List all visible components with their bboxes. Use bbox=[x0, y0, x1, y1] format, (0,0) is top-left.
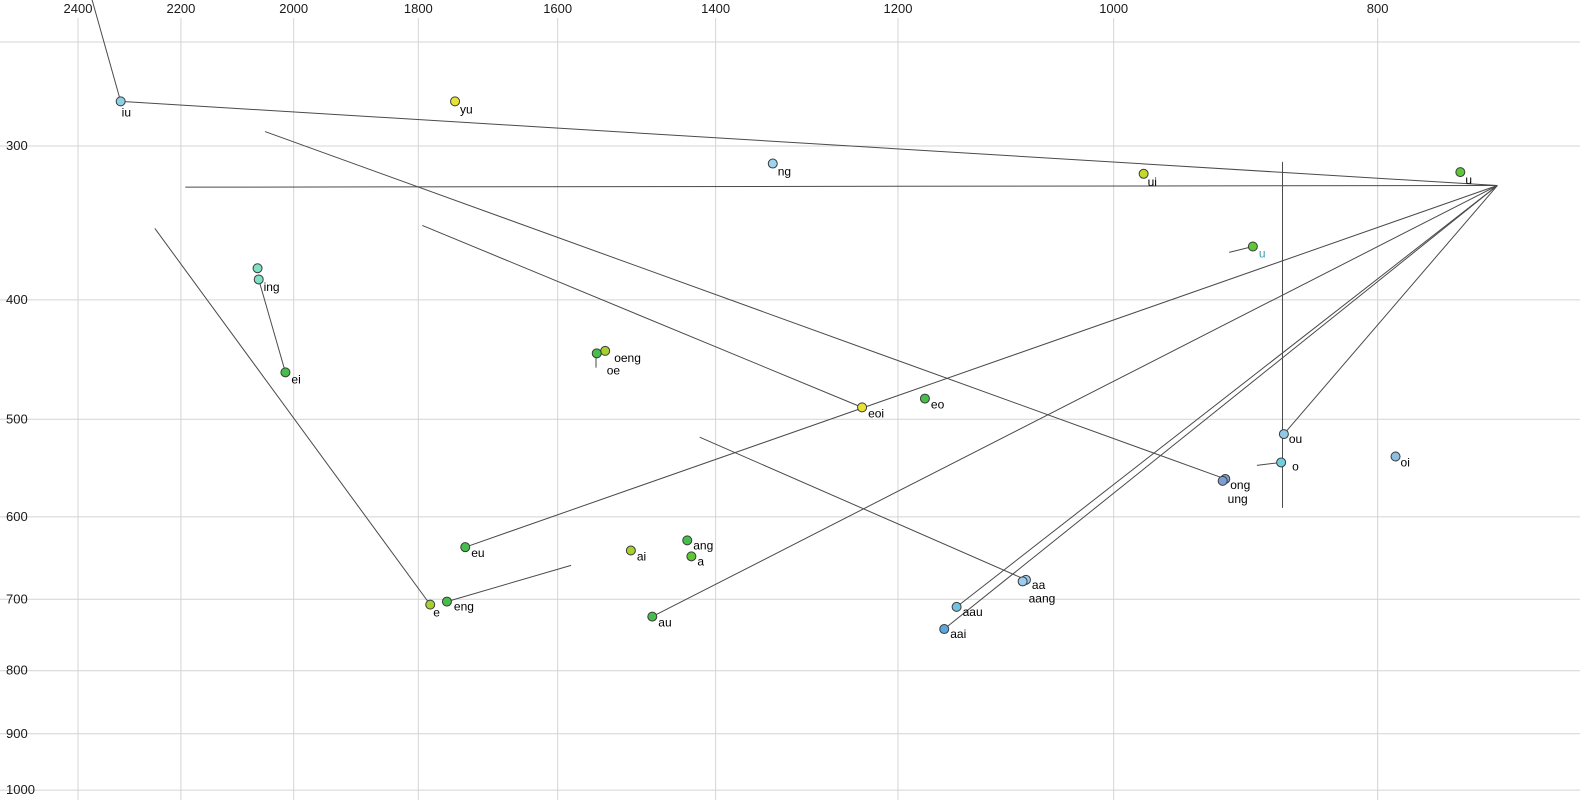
data-point[interactable] bbox=[253, 274, 264, 285]
trajectory-line bbox=[258, 279, 286, 373]
y-tick-label: 800 bbox=[6, 663, 28, 678]
trajectory-line bbox=[154, 228, 431, 605]
trajectory-line bbox=[699, 436, 1027, 581]
data-point-ei[interactable] bbox=[280, 367, 291, 378]
x-tick-label: 2200 bbox=[166, 1, 195, 16]
data-point-ui[interactable] bbox=[1138, 168, 1149, 179]
point-label-ui: ui bbox=[1148, 175, 1157, 189]
extra-dots bbox=[253, 274, 264, 285]
data-point-eng[interactable] bbox=[441, 596, 452, 607]
point-label-aang: aang bbox=[1029, 591, 1056, 605]
trajectory-lines bbox=[91, 0, 1498, 630]
point-label-eu: eu bbox=[471, 546, 484, 560]
point-label-u: u bbox=[1259, 247, 1266, 261]
point-label-e: e bbox=[433, 606, 440, 620]
y-tick-label: 600 bbox=[6, 509, 28, 524]
y-tick-label: 900 bbox=[6, 726, 28, 741]
data-point-eoi[interactable] bbox=[857, 402, 868, 413]
data-point-oe[interactable] bbox=[591, 348, 602, 359]
x-tick-label: 800 bbox=[1367, 1, 1389, 16]
point-label-eng: eng bbox=[454, 600, 474, 614]
data-point-iu[interactable] bbox=[115, 96, 126, 107]
trajectory-line bbox=[185, 185, 1498, 188]
tick-labels: 2400 2200 2000 1800 1600 1400 1200 1000 800 300 40… bbox=[6, 1, 1389, 797]
point-label-u: u bbox=[1465, 173, 1472, 187]
point-label-eoi: eoi bbox=[868, 406, 884, 420]
point-label-ong: ong bbox=[1230, 478, 1250, 492]
y-tick-label: 400 bbox=[6, 292, 28, 307]
data-point-au[interactable] bbox=[647, 611, 658, 622]
point-label-iu: iu bbox=[122, 105, 131, 119]
point-label-ing: ing bbox=[264, 280, 280, 294]
point-label-oeng: oeng bbox=[614, 351, 641, 365]
data-point-oeng[interactable] bbox=[600, 345, 611, 356]
data-point-eo[interactable] bbox=[919, 393, 930, 404]
x-tick-label: 1400 bbox=[701, 1, 730, 16]
trajectory-line bbox=[422, 224, 863, 408]
data-point-aang[interactable] bbox=[1017, 576, 1028, 587]
trajectory-line bbox=[943, 185, 1498, 630]
point-label-eo: eo bbox=[931, 398, 945, 412]
data-point-ung[interactable] bbox=[1217, 475, 1228, 486]
point-label-aau: aau bbox=[963, 605, 983, 619]
trajectory-line bbox=[120, 100, 1498, 187]
x-tick-label: 1200 bbox=[884, 1, 913, 16]
data-point-ang[interactable] bbox=[682, 535, 693, 546]
data-point-ou[interactable] bbox=[1278, 429, 1289, 440]
x-tick-label: 1800 bbox=[404, 1, 433, 16]
y-tick-label: 500 bbox=[6, 411, 28, 426]
point-label-ei: ei bbox=[291, 372, 300, 386]
point-label-o: o bbox=[1292, 459, 1299, 473]
data-point-ing[interactable] bbox=[252, 263, 263, 274]
trajectory-line bbox=[956, 185, 1498, 608]
y-tick-label: 700 bbox=[6, 591, 28, 606]
point-label-ai: ai bbox=[637, 550, 646, 564]
data-point-ng[interactable] bbox=[767, 158, 778, 169]
trajectory-line bbox=[652, 185, 1498, 618]
point-label-au: au bbox=[658, 616, 671, 630]
point-label-ng: ng bbox=[778, 165, 791, 179]
data-point-u[interactable] bbox=[1455, 167, 1466, 178]
data-point-aai[interactable] bbox=[939, 624, 950, 635]
data-point-eu[interactable] bbox=[460, 542, 471, 553]
x-tick-label: 2000 bbox=[279, 1, 308, 16]
trajectory-line bbox=[446, 564, 572, 603]
data-point-a[interactable] bbox=[686, 551, 697, 562]
point-label-yu: yu bbox=[460, 102, 473, 116]
point-label-oe: oe bbox=[607, 363, 621, 377]
point-label-ou: ou bbox=[1289, 432, 1302, 446]
point-label-oi: oi bbox=[1401, 455, 1410, 469]
y-tick-label: 1000 bbox=[6, 782, 35, 797]
trajectory-line bbox=[91, 0, 122, 102]
data-point-e[interactable] bbox=[425, 599, 436, 610]
x-tick-label: 2400 bbox=[64, 1, 93, 16]
x-tick-label: 1600 bbox=[543, 1, 572, 16]
data-point-o[interactable] bbox=[1276, 457, 1287, 468]
grid bbox=[0, 18, 1580, 800]
x-tick-label: 1000 bbox=[1099, 1, 1128, 16]
data-point-aau[interactable] bbox=[951, 601, 962, 612]
trajectory-line bbox=[264, 131, 1226, 480]
data-point-ai[interactable] bbox=[625, 545, 636, 556]
data-point-oi[interactable] bbox=[1390, 451, 1401, 462]
point-label-aai: aai bbox=[950, 627, 966, 641]
point-label-a: a bbox=[697, 554, 704, 568]
point-label-ang: ang bbox=[693, 538, 713, 552]
trajectory-line bbox=[1283, 185, 1498, 435]
trajectory-line bbox=[465, 185, 1498, 548]
data-point-yu[interactable] bbox=[450, 96, 461, 107]
data-points bbox=[115, 96, 1466, 635]
point-label-aa: aa bbox=[1032, 578, 1046, 592]
y-tick-label: 300 bbox=[6, 138, 28, 153]
data-point-u[interactable] bbox=[1247, 241, 1258, 252]
point-label-ung: ung bbox=[1228, 492, 1248, 506]
